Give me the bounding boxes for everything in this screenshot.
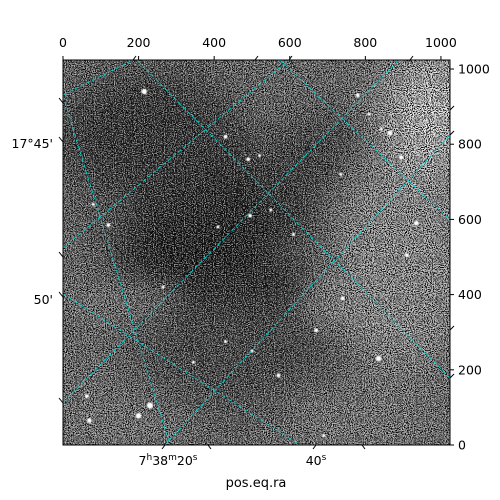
world-tick bbox=[409, 55, 414, 61]
y-tick-label: 200 bbox=[458, 362, 482, 377]
y-tick-label: 0 bbox=[458, 438, 466, 453]
world-tick bbox=[449, 105, 455, 111]
x-tick-label: 200 bbox=[127, 35, 151, 50]
x-tick-label: 600 bbox=[278, 35, 302, 50]
world-tick bbox=[207, 444, 212, 450]
star bbox=[146, 402, 154, 409]
star bbox=[84, 394, 89, 399]
y-tick-label: 600 bbox=[458, 212, 482, 227]
y-tick-label: 1000 bbox=[458, 62, 490, 77]
ra-value: 20 bbox=[177, 453, 193, 468]
ra-tick-label-2: 40s bbox=[306, 453, 327, 468]
ra-value: 7 bbox=[139, 453, 147, 468]
world-tick bbox=[254, 55, 259, 61]
star bbox=[375, 355, 382, 362]
star bbox=[246, 157, 251, 162]
world-tick bbox=[449, 130, 455, 136]
star bbox=[291, 232, 296, 236]
ra-unit-superscript: s bbox=[322, 453, 327, 463]
star bbox=[141, 88, 147, 95]
coordinate-grid bbox=[63, 60, 450, 445]
star bbox=[355, 93, 360, 98]
world-tick bbox=[132, 55, 137, 61]
ra-unit-superscript: m bbox=[168, 453, 177, 463]
star bbox=[216, 225, 220, 229]
star bbox=[379, 127, 383, 131]
x-tick-label: 0 bbox=[59, 35, 67, 50]
ra-unit-superscript: s bbox=[193, 453, 198, 463]
star bbox=[367, 112, 371, 116]
star bbox=[91, 202, 95, 206]
star bbox=[87, 418, 92, 423]
grid-line bbox=[63, 95, 171, 445]
world-tick bbox=[312, 444, 317, 450]
world-tick bbox=[288, 55, 293, 61]
star bbox=[106, 223, 111, 227]
star bbox=[339, 172, 343, 176]
star bbox=[322, 434, 326, 438]
x-tick-label: 800 bbox=[353, 35, 377, 50]
grid-line bbox=[164, 134, 450, 445]
star bbox=[223, 134, 228, 139]
star bbox=[340, 296, 345, 301]
pixel-x-axis: 0 200 400 600 800 1000 bbox=[59, 35, 457, 60]
star bbox=[257, 153, 262, 158]
world-tick bbox=[161, 444, 166, 450]
ra-value: 40 bbox=[306, 453, 322, 468]
star bbox=[399, 155, 404, 160]
ra-tick-label-1: 7h38m20s bbox=[139, 453, 198, 468]
x-tick-label: 400 bbox=[202, 35, 226, 50]
stars bbox=[84, 88, 419, 438]
world-tick bbox=[361, 444, 366, 450]
world-tick bbox=[58, 251, 64, 258]
world-ticks bbox=[58, 55, 455, 450]
grid-line bbox=[63, 60, 290, 249]
star bbox=[161, 285, 165, 289]
y-tick-label: 400 bbox=[458, 287, 482, 302]
star bbox=[404, 253, 409, 258]
star bbox=[191, 360, 195, 364]
world-tick bbox=[449, 325, 455, 331]
ra-value: 38 bbox=[152, 453, 168, 468]
x-tick-label: 1000 bbox=[425, 35, 457, 50]
world-tick bbox=[58, 136, 64, 143]
star bbox=[269, 208, 273, 212]
world-tick bbox=[58, 397, 64, 404]
star bbox=[276, 373, 281, 378]
star bbox=[414, 220, 419, 226]
star bbox=[387, 130, 393, 136]
dec-tick-label-1: 17°45' bbox=[12, 136, 54, 151]
dec-tick-label-2: 50' bbox=[34, 292, 53, 307]
image-panel bbox=[63, 60, 450, 445]
grid-line bbox=[63, 60, 400, 404]
ra-unit-superscript: h bbox=[146, 453, 152, 463]
grid-line bbox=[63, 293, 301, 445]
x-axis-title: pos.eq.ra bbox=[226, 476, 287, 491]
world-tick bbox=[449, 373, 455, 379]
star bbox=[248, 213, 252, 218]
pixel-y-axis: 0 200 400 600 800 1000 bbox=[450, 62, 490, 453]
grid-line bbox=[136, 60, 450, 379]
star bbox=[314, 328, 319, 333]
noise-light bbox=[63, 60, 450, 445]
y-tick-label: 800 bbox=[458, 137, 482, 152]
star bbox=[223, 340, 228, 344]
star bbox=[135, 412, 142, 419]
world-tick bbox=[58, 97, 64, 104]
world-tick bbox=[58, 291, 64, 298]
grid-line bbox=[63, 60, 134, 96]
plot-frame bbox=[62, 59, 451, 446]
